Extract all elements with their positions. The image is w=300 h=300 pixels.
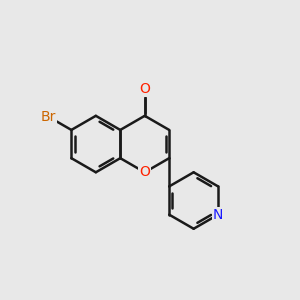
Text: O: O	[139, 82, 150, 96]
Text: O: O	[139, 165, 150, 179]
Text: N: N	[213, 208, 223, 222]
Text: Br: Br	[40, 110, 56, 124]
